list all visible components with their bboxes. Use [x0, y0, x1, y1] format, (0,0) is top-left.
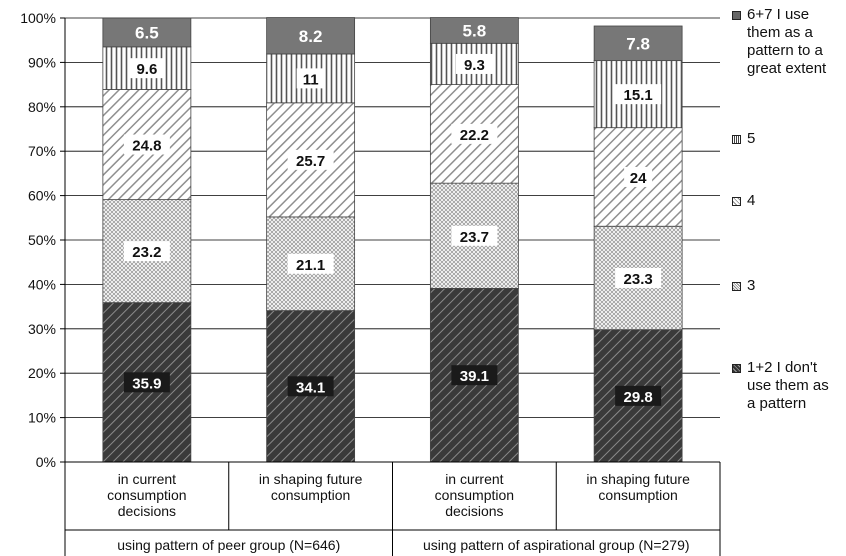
data-label: 29.8: [624, 389, 653, 406]
bar-segment: [102, 17, 192, 48]
data-label: 24.8: [132, 138, 161, 155]
data-label-box: [296, 68, 325, 89]
y-tick-label: 60%: [28, 188, 56, 204]
data-label: 24: [630, 170, 647, 187]
data-label-box: [624, 166, 653, 187]
data-label: 6.5: [135, 23, 159, 42]
legend-swatch: [732, 135, 741, 144]
y-tick-label: 80%: [28, 99, 56, 115]
y-tick-label: 0%: [36, 454, 56, 470]
bar-segment: [593, 25, 683, 62]
data-label: 23.3: [624, 271, 653, 288]
y-tick-label: 100%: [20, 10, 56, 26]
data-label-box: [287, 376, 334, 397]
data-label-box: [123, 372, 170, 393]
legend-label: 6+7 I use them as a pattern to a great exte…: [747, 6, 827, 77]
y-tick-label: 20%: [28, 365, 56, 381]
data-label-box: [123, 134, 170, 155]
category-label: consumption: [107, 487, 186, 503]
category-label: decisions: [118, 503, 176, 519]
data-label-box: [451, 365, 498, 386]
bar-segment: [429, 17, 519, 44]
data-label-box: [615, 84, 662, 105]
data-label: 15.1: [624, 87, 653, 104]
category-label: decisions: [445, 503, 503, 519]
data-label: 22.2: [460, 127, 489, 144]
legend-label: 1+2 I don't use them as a pattern: [747, 359, 829, 412]
data-label: 23.2: [132, 244, 161, 261]
legend-swatch: [732, 197, 741, 206]
y-tick-label: 10%: [28, 410, 56, 426]
group-label: using pattern of peer group (N=646): [117, 537, 340, 553]
legend-swatch: [732, 11, 741, 20]
bar-segment: [266, 17, 356, 55]
category-label: in shaping future: [259, 471, 363, 487]
data-label: 35.9: [132, 375, 161, 392]
category-label: consumption: [598, 487, 677, 503]
legend-label: 3: [747, 277, 756, 294]
category-label: consumption: [435, 487, 514, 503]
data-label: 25.7: [296, 153, 325, 170]
data-label-box: [451, 123, 498, 144]
data-label: 39.1: [460, 368, 489, 385]
data-label: 21.1: [296, 257, 325, 274]
legend-label: 5: [747, 130, 756, 147]
data-label: 8.2: [299, 27, 323, 46]
category-label: consumption: [271, 487, 350, 503]
data-label-box: [615, 267, 662, 288]
data-labels: 35.9 23.2 24.8 9.6 6.5 34.1 21.1 25.7 11 8.2 39.1 2…: [123, 21, 662, 406]
y-tick-label: 40%: [28, 276, 56, 292]
y-tick-label: 50%: [28, 232, 56, 248]
y-tick-label: 70%: [28, 143, 56, 159]
data-label: 11: [303, 71, 319, 88]
y-tick-label: 90%: [28, 54, 56, 70]
data-label-box: [123, 241, 170, 262]
data-label: 5.8: [463, 21, 487, 40]
axes: 0% 10% 20% 30% 40% 50% 60% 70% 80% 90% 100%: [20, 10, 66, 470]
y-tick-label: 30%: [28, 321, 56, 337]
legend-swatch: [732, 282, 741, 291]
legend-label: 4: [747, 192, 756, 209]
data-label-box: [451, 225, 498, 246]
group-label: using pattern of aspirational group (N=2…: [423, 537, 690, 553]
data-label-box: [128, 58, 166, 79]
data-label-box: [287, 253, 334, 274]
category-label: in shaping future: [586, 471, 690, 487]
data-label-box: [615, 385, 662, 406]
data-label: 9.3: [464, 57, 485, 74]
data-label-box: [455, 53, 493, 74]
data-label: 9.6: [136, 61, 157, 78]
data-label: 7.8: [626, 34, 650, 53]
data-label: 23.7: [460, 229, 489, 246]
data-label-box: [287, 149, 334, 170]
category-label: in current: [118, 471, 176, 487]
category-label: in current: [445, 471, 503, 487]
data-label: 34.1: [296, 379, 325, 396]
legend-swatch: [732, 364, 741, 373]
